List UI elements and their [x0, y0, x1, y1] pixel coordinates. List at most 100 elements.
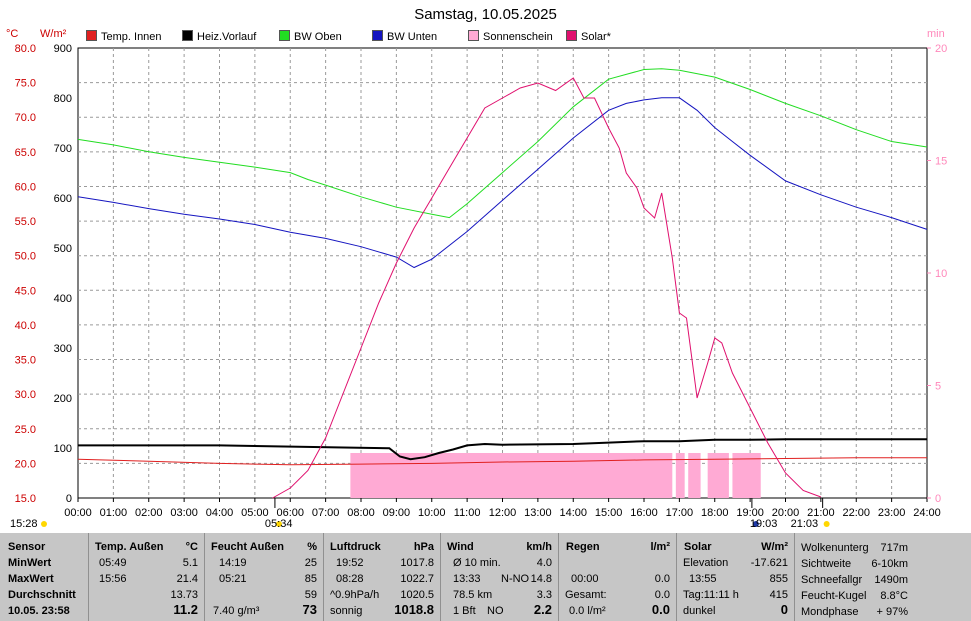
humidity-absolute: 7.40 g/m³ — [213, 605, 260, 617]
temp-header: Temp. Außen — [95, 541, 164, 553]
col-humidity: Feucht Außen % 14:19 25 05:21 85 59 7.40… — [205, 533, 324, 621]
solar-unit-label: W/m² — [40, 28, 67, 40]
temp-tick-label: 65.0 — [15, 147, 36, 159]
solar-max-value: 855 — [769, 573, 788, 585]
rain-total-value: 0.0 — [654, 589, 670, 601]
axes: 00:00 01:00 02:00 03:00 04:00 05:00 06:00 07:00… — [6, 28, 947, 519]
pressure-current-value: 1018.8 — [394, 602, 434, 617]
solar-tick-label: 200 — [54, 393, 72, 405]
wind-current-value: 2.2 — [533, 602, 552, 617]
pressure-min-value: 1017.8 — [400, 557, 434, 569]
row-label-current: 10.05. 23:58 — [8, 605, 70, 617]
snowline-label: Schneefallgr — [801, 574, 863, 586]
legend-label: Heiz.Vorlauf — [197, 31, 257, 43]
solar-current-value: 0 — [780, 602, 788, 617]
humidity-avg-value: 59 — [304, 589, 317, 601]
solar-tick-label: 800 — [54, 93, 72, 105]
legend: Temp. Innen Heiz.Vorlauf BW Oben BW Unten So… — [0, 30, 971, 46]
temp-tick-label: 55.0 — [15, 216, 36, 228]
moonphase-value: + 97% — [876, 606, 909, 618]
x-tick-label: 12:00 — [489, 507, 517, 519]
x-tick-label: 01:00 — [100, 507, 128, 519]
temp-tick-label: 50.0 — [15, 251, 36, 263]
pressure-min-time: 19:52 — [336, 557, 364, 569]
col-wind: Wind km/h Ø 10 min. 4.0 13:33 N-NO 14.8 … — [441, 533, 559, 621]
sunset-label: 21:03 — [791, 518, 819, 530]
wind-max-value: 14.8 — [530, 573, 552, 585]
temp-tick-label: 40.0 — [15, 320, 36, 332]
x-tick-label: 18:00 — [701, 507, 729, 519]
wetbulb-label: Feucht-Kugel — [801, 590, 867, 602]
pressure-max-time: 08:28 — [336, 573, 364, 585]
temp-current-value: 11.2 — [173, 602, 198, 617]
temp-unit-label: °C — [6, 28, 18, 40]
sunshine-tick-label: 5 — [935, 381, 941, 393]
sunshine-bar — [675, 453, 685, 498]
x-tick-label: 02:00 — [135, 507, 163, 519]
x-tick-label: 22:00 — [842, 507, 870, 519]
series-line-solar- — [272, 77, 822, 499]
humidity-min-time: 14:19 — [219, 557, 247, 569]
humidity-max-time: 05:21 — [219, 573, 247, 585]
humidity-unit: % — [307, 541, 317, 553]
grid — [78, 48, 927, 498]
legend-item: Sonnenschein — [468, 30, 553, 44]
humidity-max-value: 85 — [304, 573, 317, 585]
moonphase-label: Mondphase — [801, 606, 859, 618]
solar-tick-label: 0 — [66, 493, 72, 505]
col-sensor: Sensor MinWert MaxWert Durchschnitt 10.0… — [0, 533, 89, 621]
pressure-unit: hPa — [413, 541, 434, 553]
moonset-icon — [41, 521, 47, 527]
solar-tick-label: 100 — [54, 443, 72, 455]
solar-daylength: Tag:11:11 h — [683, 589, 739, 601]
sunrise-icon — [275, 521, 282, 527]
sunrise-label: 05:34 — [265, 518, 293, 530]
sunshine-tick-label: 20 — [935, 43, 947, 55]
x-tick-label: 05:00 — [241, 507, 269, 519]
col-solar: Solar W/m² Elevation -17.621 13:55 855 T… — [677, 533, 795, 621]
legend-item: Temp. Innen — [86, 30, 162, 44]
visibility-value: 6-10km — [871, 558, 908, 570]
solar-tick-label: 300 — [54, 343, 72, 355]
x-tick-label: 04:00 — [206, 507, 234, 519]
snowline-value: 1490m — [874, 574, 908, 586]
series-line-heiz-vorlauf — [78, 438, 927, 461]
temp-tick-label: 30.0 — [15, 389, 36, 401]
moonrise-icon — [752, 521, 759, 527]
pressure-trend: ^0.9hPa/h — [330, 589, 380, 601]
col-weather: Wolkenunterg 717m Sichtweite 6-10km Schn… — [795, 533, 970, 621]
humidity-min-value: 25 — [304, 557, 317, 569]
legend-swatch — [566, 30, 577, 41]
x-tick-label: 07:00 — [312, 507, 340, 519]
solar-avg-value: 415 — [769, 589, 788, 601]
legend-swatch — [279, 30, 290, 41]
sunshine-tick-label: 0 — [935, 493, 941, 505]
x-tick-label: 24:00 — [913, 507, 941, 519]
x-tick-label: 11:00 — [454, 507, 481, 519]
wind-bft: 1 Bft — [453, 605, 476, 617]
humidity-current-value: 73 — [302, 602, 317, 617]
temp-tick-label: 60.0 — [15, 181, 36, 193]
legend-label: Sonnenschein — [483, 31, 553, 43]
x-tick-label: 08:00 — [347, 507, 375, 519]
moonrise-label: 19:03 — [750, 518, 778, 530]
temp-tick-label: 80.0 — [15, 43, 36, 55]
chart-title: Samstag, 10.05.2025 — [414, 6, 557, 23]
wind-avg-label: Ø 10 min. — [453, 557, 501, 569]
solar-elevation-value: -17.621 — [750, 557, 788, 569]
wind-max-time: 13:33 — [453, 573, 481, 585]
temp-tick-label: 20.0 — [15, 458, 36, 470]
temp-tick-label: 25.0 — [15, 424, 36, 436]
x-tick-label: 00:00 — [64, 507, 92, 519]
wind-daily-avg: 3.3 — [536, 589, 552, 601]
sunshine-bar — [688, 453, 701, 498]
rain-unit: l/m² — [650, 541, 670, 553]
temp-tick-label: 75.0 — [15, 78, 36, 90]
x-tick-label: 06:00 — [276, 507, 304, 519]
series-lines — [77, 68, 928, 499]
x-tick-label: 03:00 — [170, 507, 198, 519]
pressure-forecast: sonnig — [330, 605, 363, 617]
temp-avg-value: 13.73 — [170, 589, 198, 601]
solar-header: Solar — [684, 541, 712, 553]
rain-max-time: 00:00 — [571, 573, 599, 585]
